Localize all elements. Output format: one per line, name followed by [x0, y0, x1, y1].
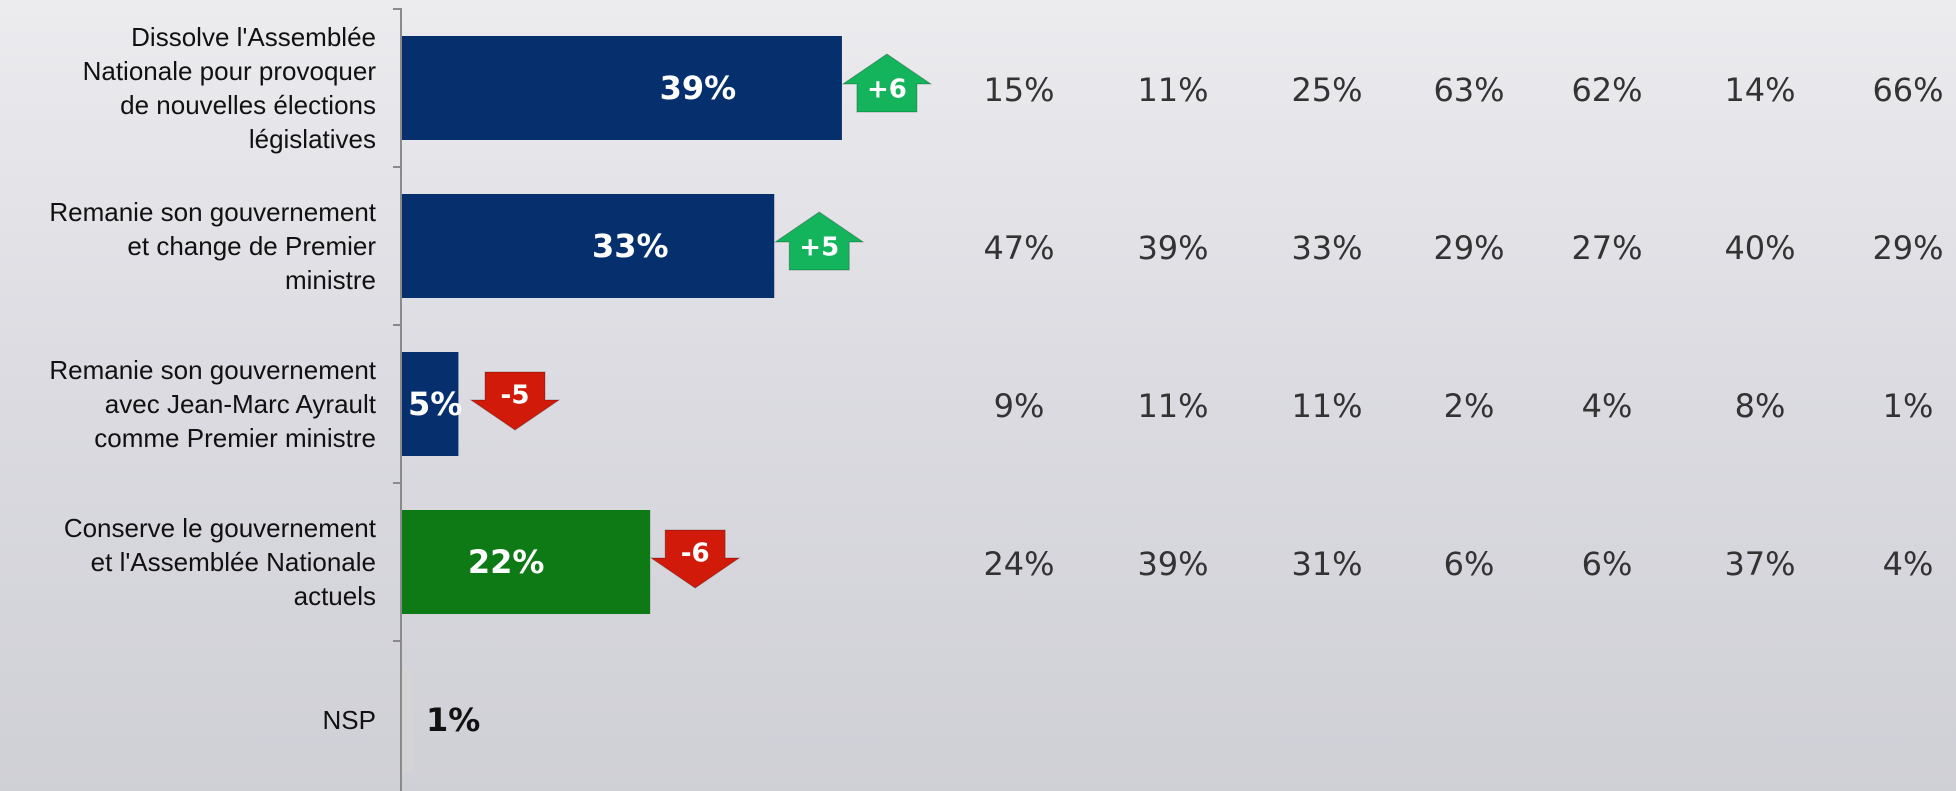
change-label: -6 — [681, 539, 710, 569]
breakdown-cell: 33% — [1291, 229, 1362, 267]
category-label: Dissolve l'Assemblée Nationale pour prov… — [0, 20, 376, 156]
value-label: 1% — [426, 701, 480, 739]
value-label: 33% — [592, 227, 669, 265]
category-label: Conserve le gouvernement et l'Assemblée … — [0, 511, 376, 613]
value-label: 22% — [468, 543, 545, 581]
breakdown-cell: 62% — [1571, 71, 1642, 109]
change-label: +5 — [799, 233, 839, 263]
breakdown-cell: 8% — [1735, 387, 1786, 425]
breakdown-cell: 9% — [994, 387, 1045, 425]
breakdown-cell: 27% — [1571, 229, 1642, 267]
bar — [402, 36, 842, 140]
breakdown-cell: 4% — [1883, 545, 1934, 583]
breakdown-cell: 4% — [1582, 387, 1633, 425]
breakdown-cell: 1% — [1883, 387, 1934, 425]
breakdown-cell: 47% — [983, 229, 1054, 267]
value-label: 5% — [408, 385, 462, 423]
breakdown-cell: 25% — [1291, 71, 1362, 109]
category-label: Remanie son gouvernement avec Jean-Marc … — [0, 353, 376, 455]
breakdown-cell: 2% — [1444, 387, 1495, 425]
breakdown-cell: 15% — [983, 71, 1054, 109]
breakdown-cell: 39% — [1137, 545, 1208, 583]
breakdown-cell: 66% — [1872, 71, 1943, 109]
breakdown-cell: 6% — [1444, 545, 1495, 583]
value-label: 39% — [660, 69, 737, 107]
breakdown-cell: 24% — [983, 545, 1054, 583]
category-label: Remanie son gouvernement et change de Pr… — [0, 195, 376, 297]
category-label: NSP — [0, 703, 376, 737]
bar — [402, 668, 413, 772]
breakdown-cell: 14% — [1724, 71, 1795, 109]
breakdown-cell: 31% — [1291, 545, 1362, 583]
breakdown-cell: 29% — [1433, 229, 1504, 267]
breakdown-cell: 40% — [1724, 229, 1795, 267]
breakdown-cell: 6% — [1582, 545, 1633, 583]
chart: 39% +6 15% 11% 25% 63% 62% 14% 66% 33% +5 47% 39% 33%… — [0, 0, 1956, 791]
breakdown-cell: 11% — [1137, 71, 1208, 109]
breakdown-cell: 37% — [1724, 545, 1795, 583]
breakdown-cell: 63% — [1433, 71, 1504, 109]
breakdown-cell: 11% — [1137, 387, 1208, 425]
change-label: +6 — [867, 75, 907, 105]
breakdown-cell: 39% — [1137, 229, 1208, 267]
breakdown-cell: 29% — [1872, 229, 1943, 267]
bar — [402, 194, 774, 298]
change-label: -5 — [501, 381, 530, 411]
breakdown-cell: 11% — [1291, 387, 1362, 425]
